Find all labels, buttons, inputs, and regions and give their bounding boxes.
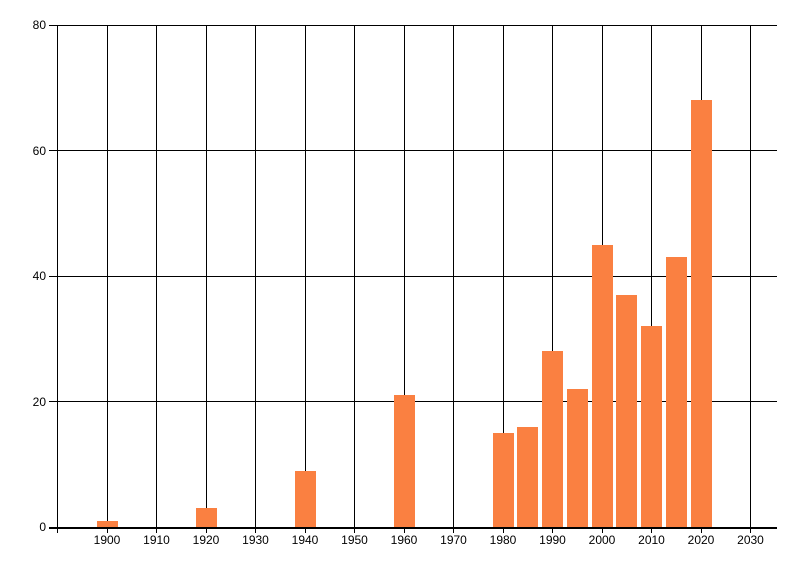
y-axis-tick-label: 40 [32, 269, 46, 283]
bar-1985 [517, 427, 539, 527]
bar-1980 [492, 433, 514, 527]
x-axis-tick-label: 1950 [341, 533, 368, 547]
x-axis-tick [502, 529, 504, 533]
x-axis-tick [304, 529, 306, 533]
gridline-horizontal [49, 150, 777, 151]
x-axis-tick [601, 529, 603, 533]
x-axis-tick-label: 2000 [588, 533, 616, 547]
x-axis-tick [106, 529, 108, 533]
x-axis-tick-label: 1970 [440, 533, 467, 547]
x-axis-tick-label: 2030 [737, 533, 764, 547]
y-axis-tick-label: 60 [32, 143, 46, 158]
x-axis-tick-label: 1990 [539, 533, 566, 547]
x-axis-tick [255, 529, 256, 533]
bar-1960 [393, 395, 415, 527]
x-axis-tick [453, 529, 454, 533]
bar-2005 [616, 295, 638, 527]
x-axis-tick [651, 529, 652, 533]
x-axis-tick-label: 1920 [192, 533, 220, 547]
gridline-horizontal [49, 275, 777, 277]
x-axis-tick-label: 1960 [390, 533, 418, 547]
x-axis-tick [552, 529, 553, 533]
bar-1940 [294, 471, 316, 527]
y-axis-tick-label: 80 [32, 18, 46, 32]
x-axis-line [49, 527, 777, 529]
x-axis-tick [354, 529, 355, 533]
x-axis-tick [57, 529, 58, 533]
bar-2000 [591, 245, 613, 527]
x-axis-tick [403, 529, 405, 533]
bar-1920 [195, 508, 217, 527]
bar-1900 [96, 521, 118, 527]
bar-1990 [542, 351, 563, 527]
gridline-horizontal [49, 24, 777, 26]
x-axis-tick-label: 1930 [242, 533, 269, 547]
bar-2020 [690, 100, 712, 527]
x-axis-tick [205, 529, 207, 533]
y-axis-tick-label: 0 [39, 520, 46, 534]
x-axis-tick-label: 1980 [489, 533, 517, 547]
plot-area [49, 24, 777, 533]
bar-1995 [566, 389, 588, 527]
x-axis-tick-label: 1900 [93, 533, 121, 547]
bar-2015 [665, 257, 687, 527]
bar-2010 [641, 326, 662, 527]
x-axis-tick-label: 1910 [143, 533, 170, 547]
x-axis-tick-label: 1940 [291, 533, 319, 547]
x-axis-tick-label: 2010 [638, 533, 665, 547]
x-axis-tick [700, 529, 702, 533]
y-axis-tick-label: 20 [32, 394, 46, 409]
x-axis-tick [750, 529, 751, 533]
x-axis-tick [156, 529, 157, 533]
x-axis-tick-label: 2020 [687, 533, 715, 547]
